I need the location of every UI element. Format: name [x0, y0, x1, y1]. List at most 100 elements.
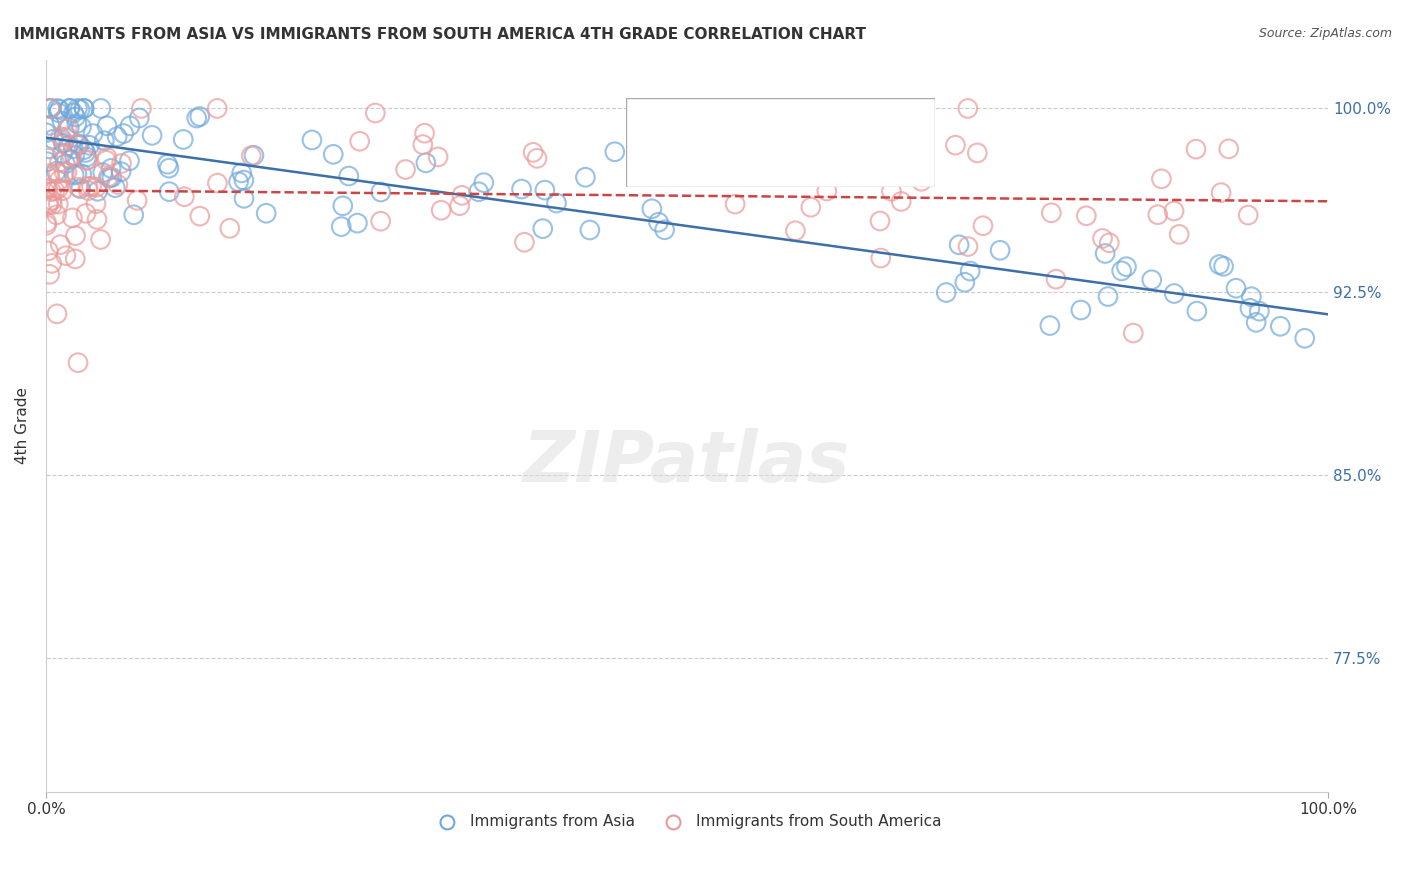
Point	[966, 145, 988, 160]
Point	[69, 182, 91, 196]
Point	[1208, 258, 1230, 272]
Point	[240, 149, 263, 163]
Point	[1163, 204, 1185, 219]
Point	[1040, 206, 1063, 220]
Point	[35, 218, 58, 232]
Point	[77, 179, 100, 194]
Point	[91, 166, 114, 180]
Point	[526, 151, 548, 165]
Point	[59, 102, 82, 116]
Point	[467, 185, 489, 199]
Point	[90, 102, 112, 116]
Point	[96, 153, 118, 168]
Point	[972, 219, 994, 233]
Point	[67, 180, 90, 194]
Point	[451, 188, 474, 202]
Point	[80, 179, 103, 194]
Point	[41, 256, 63, 270]
Point	[141, 128, 163, 143]
Y-axis label: 4th Grade: 4th Grade	[15, 387, 30, 464]
Point	[56, 121, 79, 136]
Point	[46, 167, 69, 181]
Point	[75, 145, 97, 160]
Point	[890, 194, 912, 209]
Point	[42, 132, 65, 146]
Legend: Immigrants from Asia, Immigrants from South America: Immigrants from Asia, Immigrants from So…	[426, 808, 948, 836]
Point	[688, 151, 710, 165]
Point	[48, 155, 70, 169]
Point	[1163, 286, 1185, 301]
Bar	[638, 150, 675, 175]
Point	[82, 127, 104, 141]
Point	[48, 103, 70, 117]
Point	[67, 356, 90, 370]
Point	[1244, 315, 1267, 329]
Point	[65, 110, 87, 124]
Point	[232, 173, 254, 187]
Point	[1111, 264, 1133, 278]
Point	[337, 169, 360, 183]
Point	[574, 170, 596, 185]
Point	[233, 191, 256, 205]
Point	[880, 148, 903, 162]
Point	[1237, 208, 1260, 222]
Point	[65, 252, 87, 266]
Point	[118, 153, 141, 168]
Point	[186, 111, 208, 125]
Point	[815, 184, 838, 198]
Point	[70, 167, 93, 181]
Point	[110, 156, 132, 170]
Point	[1185, 142, 1208, 156]
Point	[1122, 326, 1144, 340]
Point	[66, 116, 89, 130]
Point	[53, 165, 76, 179]
Point	[734, 102, 756, 116]
Point	[62, 142, 84, 156]
Point	[522, 145, 544, 160]
Point	[86, 180, 108, 194]
Point	[1150, 171, 1173, 186]
Point	[105, 129, 128, 144]
Point	[63, 168, 86, 182]
Point	[84, 196, 107, 211]
Point	[370, 214, 392, 228]
Point	[785, 224, 807, 238]
Point	[59, 153, 82, 167]
Point	[301, 133, 323, 147]
Point	[956, 239, 979, 253]
Point	[945, 138, 967, 153]
Point	[228, 175, 250, 189]
Point	[948, 237, 970, 252]
Point	[218, 221, 240, 235]
Point	[1115, 260, 1137, 274]
Point	[97, 169, 120, 184]
Text: ZIPatlas: ZIPatlas	[523, 428, 851, 497]
Point	[579, 223, 602, 237]
Point	[112, 127, 135, 141]
Point	[800, 200, 823, 214]
Point	[880, 184, 903, 198]
Point	[53, 157, 76, 171]
Point	[69, 103, 91, 117]
Point	[58, 138, 80, 153]
Point	[45, 208, 67, 222]
Point	[48, 173, 70, 187]
Point	[63, 149, 86, 163]
Point	[46, 181, 69, 195]
Point	[67, 137, 90, 152]
Point	[131, 102, 153, 116]
Point	[62, 106, 84, 120]
Point	[122, 208, 145, 222]
Point	[364, 106, 387, 120]
Bar	[638, 111, 675, 136]
Point	[65, 228, 87, 243]
Point	[412, 137, 434, 152]
Point	[35, 126, 58, 140]
Point	[205, 102, 228, 116]
Point	[1270, 319, 1292, 334]
Point	[49, 237, 72, 252]
Point	[1249, 304, 1271, 318]
Text: IMMIGRANTS FROM ASIA VS IMMIGRANTS FROM SOUTH AMERICA 4TH GRADE CORRELATION CHAR: IMMIGRANTS FROM ASIA VS IMMIGRANTS FROM …	[14, 27, 866, 42]
Point	[77, 184, 100, 198]
Point	[86, 212, 108, 227]
